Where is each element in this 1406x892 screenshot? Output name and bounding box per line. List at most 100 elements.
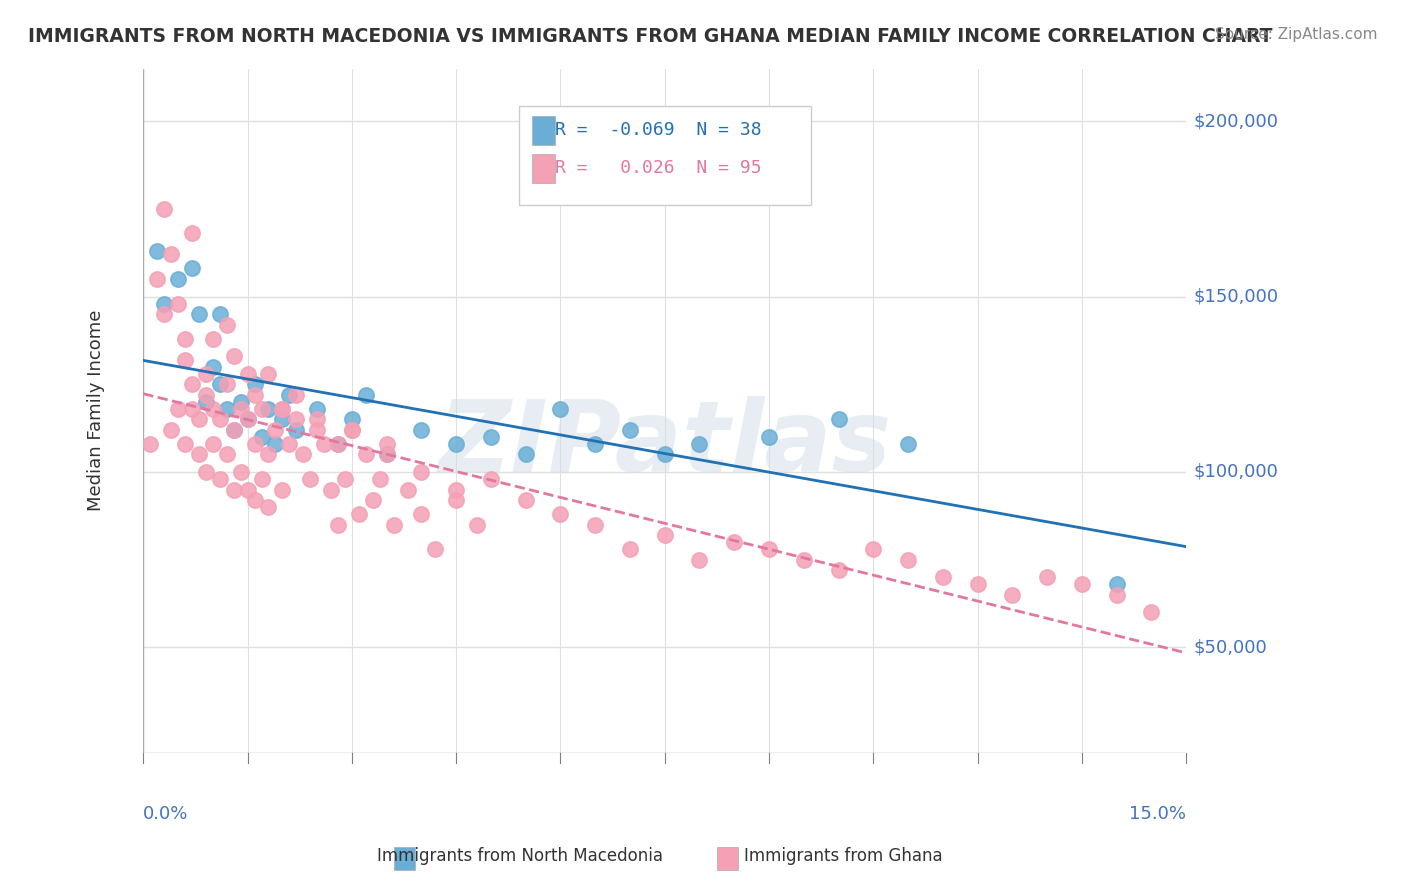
Point (550, 401, 572, 416)
Point (208, 377, 231, 392)
Point (326, 437, 349, 451)
Text: ZIPatlas: ZIPatlas (439, 396, 891, 493)
Text: 15.0%: 15.0% (1129, 805, 1187, 823)
FancyBboxPatch shape (533, 117, 555, 145)
Point (354, 447, 377, 461)
Point (340, 412, 363, 426)
Text: R =   0.026  N = 95: R = 0.026 N = 95 (555, 159, 762, 177)
Point (479, 430, 502, 444)
Point (515, 447, 537, 461)
Point (153, 202, 176, 216)
Point (208, 412, 231, 426)
Point (271, 401, 294, 416)
Point (174, 332, 197, 346)
Point (188, 447, 211, 461)
Point (222, 423, 245, 437)
Point (411, 423, 433, 437)
Point (1001, 588, 1024, 602)
Point (174, 352, 197, 367)
Point (1105, 577, 1128, 591)
Point (340, 423, 363, 437)
Point (201, 359, 224, 374)
Text: IMMIGRANTS FROM NORTH MACEDONIA VS IMMIGRANTS FROM GHANA MEDIAN FAMILY INCOME CO: IMMIGRANTS FROM NORTH MACEDONIA VS IMMIG… (28, 27, 1272, 45)
Point (444, 437, 467, 451)
Point (375, 447, 398, 461)
Point (654, 447, 676, 461)
Point (271, 483, 294, 497)
Point (515, 493, 537, 508)
Point (307, 401, 329, 416)
Point (654, 528, 676, 542)
Point (619, 542, 641, 557)
Point (307, 423, 329, 437)
Point (1070, 577, 1092, 591)
Point (479, 472, 502, 486)
Text: 0.0%: 0.0% (143, 805, 188, 823)
Point (167, 272, 190, 286)
Point (278, 388, 301, 402)
Point (194, 465, 217, 479)
Point (361, 493, 384, 508)
Point (278, 437, 301, 451)
Point (160, 423, 183, 437)
Point (153, 307, 176, 321)
Point (146, 272, 169, 286)
Point (181, 377, 204, 392)
Point (250, 430, 273, 444)
Point (689, 437, 711, 451)
Point (222, 423, 245, 437)
Point (222, 349, 245, 363)
Point (326, 517, 349, 532)
Point (167, 401, 190, 416)
Point (333, 472, 356, 486)
Point (250, 472, 273, 486)
Point (264, 437, 287, 451)
Point (1105, 588, 1128, 602)
Point (146, 244, 169, 258)
Point (368, 472, 391, 486)
Point (793, 552, 815, 566)
Point (583, 437, 606, 451)
Point (215, 447, 238, 461)
Point (319, 483, 342, 497)
Point (243, 377, 266, 392)
Point (723, 535, 745, 549)
Point (375, 447, 398, 461)
Point (222, 483, 245, 497)
Point (215, 318, 238, 332)
FancyBboxPatch shape (519, 106, 811, 205)
Point (167, 296, 190, 310)
Text: Immigrants from Ghana: Immigrants from Ghana (744, 847, 943, 865)
Text: R =  -0.069  N = 38: R = -0.069 N = 38 (555, 121, 762, 139)
Point (229, 465, 252, 479)
Point (897, 437, 920, 451)
Point (375, 437, 398, 451)
Point (827, 563, 849, 577)
Point (153, 296, 176, 310)
Point (236, 367, 259, 381)
Point (862, 542, 884, 557)
Point (264, 423, 287, 437)
Point (243, 388, 266, 402)
Point (1140, 605, 1163, 619)
Point (201, 437, 224, 451)
Point (396, 483, 419, 497)
Point (201, 401, 224, 416)
Text: $150,000: $150,000 (1194, 287, 1278, 306)
Point (194, 367, 217, 381)
Point (354, 388, 377, 402)
Point (236, 483, 259, 497)
Point (250, 401, 273, 416)
Point (229, 394, 252, 409)
Point (236, 412, 259, 426)
Point (425, 542, 447, 557)
Text: Source: ZipAtlas.com: Source: ZipAtlas.com (1215, 27, 1378, 42)
Point (326, 437, 349, 451)
Point (139, 437, 162, 451)
Point (285, 412, 308, 426)
Point (299, 472, 322, 486)
Point (444, 483, 467, 497)
Point (932, 570, 955, 584)
Point (1036, 570, 1059, 584)
Point (208, 472, 231, 486)
